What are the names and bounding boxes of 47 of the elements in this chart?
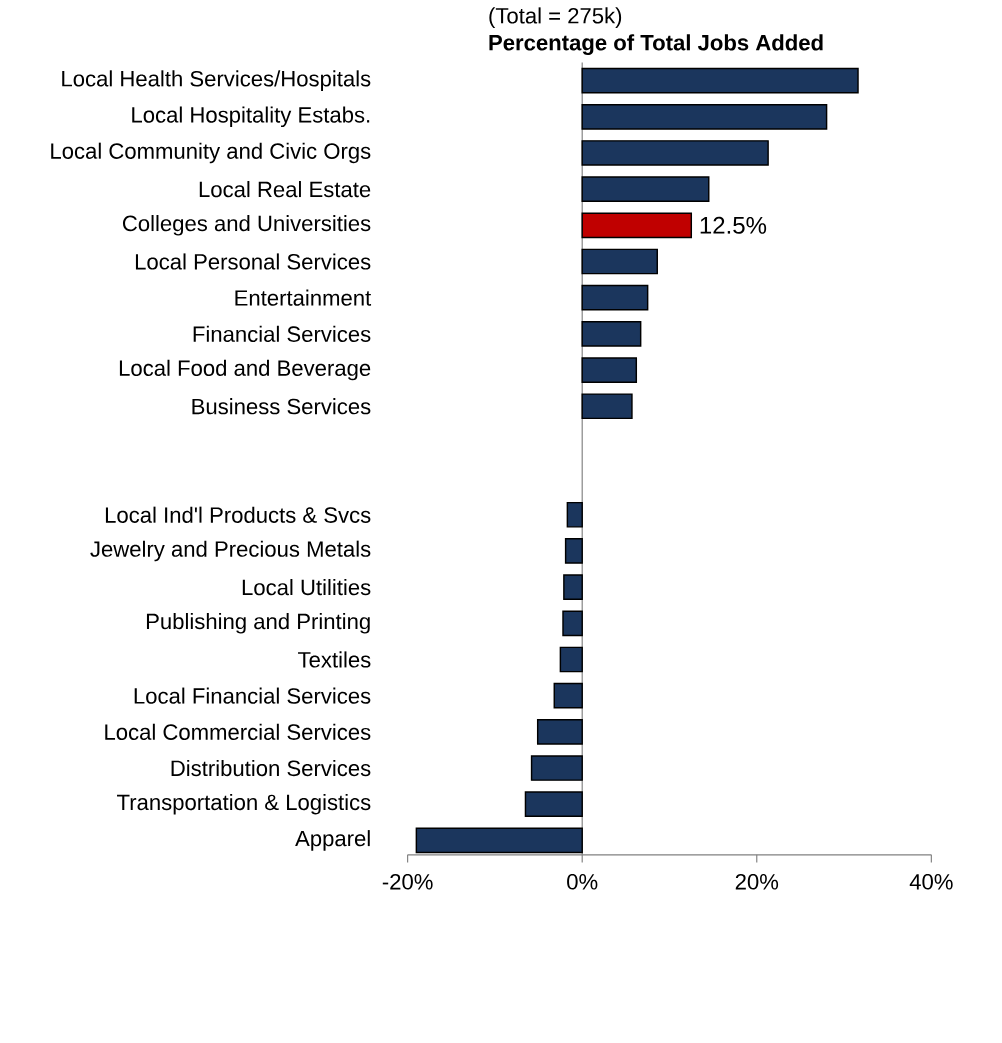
y-tick-label: Transportation & Logistics xyxy=(116,793,371,815)
y-tick-label: Colleges and Universities xyxy=(122,215,371,236)
bar xyxy=(562,610,583,637)
x-tick-label: 20% xyxy=(735,873,778,890)
y-tick-label: Local Ind'l Products & Svcs xyxy=(105,506,371,523)
y-tick-label: Local Utilities xyxy=(242,579,371,596)
bar xyxy=(566,501,583,528)
bar xyxy=(581,140,769,166)
bar xyxy=(415,827,583,854)
y-tick-label: Local Food and Beverage xyxy=(119,359,371,381)
chart-title: Percentage of Total Jobs Added xyxy=(489,34,823,55)
y-tick-label: Apparel xyxy=(294,830,370,851)
y-tick-label: Business Services xyxy=(192,398,371,415)
y-tick-label: Local Health Services/Hospitals xyxy=(62,70,371,91)
bar xyxy=(581,284,649,311)
bar xyxy=(581,67,859,94)
x-tick-label: -20% xyxy=(382,873,433,890)
bar xyxy=(581,357,637,383)
x-tick-label: 0% xyxy=(566,873,598,890)
y-tick-label: Textiles xyxy=(297,651,371,668)
bar xyxy=(524,791,583,818)
bar xyxy=(581,393,633,420)
y-tick-label: Local Personal Services xyxy=(135,253,371,270)
y-tick-label: Publishing and Printing xyxy=(146,613,370,634)
bar xyxy=(581,103,828,130)
y-tick-label: Entertainment xyxy=(235,289,371,306)
data-label: 12.5% xyxy=(700,216,766,234)
bar xyxy=(581,321,642,347)
bar xyxy=(564,538,583,564)
bar xyxy=(536,719,583,745)
y-tick-label: Local Community and Civic Orgs xyxy=(51,142,371,164)
bar xyxy=(581,176,710,202)
y-tick-label: Local Hospitality Estabs. xyxy=(132,106,370,128)
x-tick-label: 40% xyxy=(909,873,953,890)
bar xyxy=(581,212,692,239)
bar xyxy=(559,646,583,673)
y-tick-label: Local Financial Services xyxy=(134,687,371,704)
bar xyxy=(563,574,583,600)
chart-subtitle: (Total = 275k) xyxy=(489,7,621,28)
y-tick-label: Jewelry and Precious Metals xyxy=(90,540,371,562)
y-tick-label: Local Real Estate xyxy=(199,181,371,198)
y-tick-label: Distribution Services xyxy=(171,759,371,777)
y-tick-label: Financial Services xyxy=(193,325,371,342)
y-tick-label: Local Commercial Services xyxy=(105,723,371,740)
bar xyxy=(530,755,583,781)
bar xyxy=(581,248,658,275)
bar xyxy=(553,682,583,709)
